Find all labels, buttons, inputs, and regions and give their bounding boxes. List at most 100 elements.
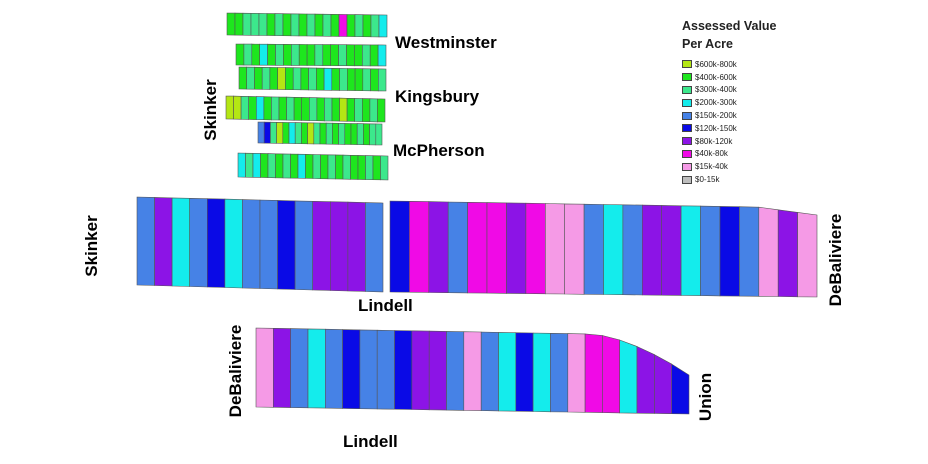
parcel — [350, 123, 358, 145]
parcel — [263, 96, 272, 121]
parcel — [308, 67, 317, 91]
parcel — [250, 12, 260, 36]
parcel — [286, 96, 295, 121]
legend-swatch — [682, 111, 692, 120]
parcel — [327, 154, 336, 180]
legend-item: $200k-300k — [682, 96, 802, 109]
parcel — [297, 153, 306, 179]
parcel — [636, 346, 655, 414]
parcel — [332, 122, 339, 145]
parcel — [294, 122, 302, 145]
legend-list: $600k-800k $400k-600k $300k-400k $200k-3… — [682, 58, 802, 186]
legend-item: $400k-600k — [682, 71, 802, 84]
parcel — [330, 44, 339, 67]
legend-label: $40k-80k — [695, 149, 728, 159]
legend-swatch — [682, 162, 692, 171]
parcel — [372, 155, 381, 181]
legend-title-line2: Per Acre — [682, 37, 733, 51]
parcel — [362, 14, 372, 38]
parcel — [331, 67, 340, 91]
north-block-5 — [257, 121, 383, 146]
parcel — [225, 95, 234, 120]
parcel — [619, 339, 638, 414]
lindell-block-west — [136, 196, 384, 293]
parcel — [307, 328, 326, 409]
parcel — [394, 330, 413, 410]
parcel — [550, 332, 569, 413]
parcel — [480, 331, 499, 412]
parcel — [356, 123, 364, 146]
parcel — [758, 206, 779, 297]
parcel — [354, 14, 364, 38]
parcel — [224, 198, 243, 289]
parcel — [506, 202, 527, 294]
parcel — [583, 203, 604, 295]
lindell-block-south — [255, 327, 690, 415]
parcel — [261, 66, 271, 90]
parcel — [260, 153, 269, 178]
parcel — [700, 205, 721, 297]
parcel — [369, 44, 379, 67]
parcel — [463, 331, 482, 411]
parcel — [346, 14, 356, 37]
legend-label: $120k-150k — [695, 123, 737, 133]
parcel — [654, 354, 673, 415]
parcel — [298, 44, 308, 66]
parcel — [342, 154, 351, 180]
parcel — [251, 43, 261, 66]
legend-item: $600k-800k — [682, 58, 802, 71]
parcel — [377, 68, 387, 92]
parcel — [339, 68, 348, 91]
parcel — [377, 44, 387, 67]
legend-title-line1: Assessed Value — [682, 19, 777, 33]
parcel — [409, 200, 430, 293]
parcel — [154, 197, 173, 287]
parcel — [269, 67, 279, 90]
parcel — [292, 67, 302, 91]
parcel — [363, 123, 370, 146]
parcel — [370, 14, 380, 38]
legend-swatch — [682, 85, 692, 94]
parcel — [331, 97, 340, 122]
parcel — [207, 198, 226, 288]
legend-swatch — [682, 137, 692, 146]
parcel — [324, 97, 333, 122]
parcel — [271, 96, 280, 121]
parcel — [365, 155, 374, 181]
parcel — [237, 152, 246, 178]
north-block-4 — [225, 95, 386, 123]
parcel — [293, 96, 303, 121]
parcel — [354, 44, 363, 67]
parcel — [301, 97, 310, 121]
parcel — [301, 122, 308, 145]
parcel — [267, 153, 276, 179]
parcel — [171, 197, 190, 287]
parcel — [369, 123, 377, 146]
street-label-kingsbury: Kingsbury — [395, 87, 480, 106]
parcel — [447, 201, 468, 294]
street-label-mcpherson: McPherson — [393, 141, 485, 160]
parcel — [306, 44, 316, 66]
street-label-skinker-top: Skinker — [201, 79, 220, 141]
parcel — [739, 206, 760, 297]
parcel — [300, 67, 309, 91]
parcel — [377, 98, 386, 123]
parcel — [263, 121, 271, 144]
legend-swatch — [682, 98, 692, 107]
parcel — [275, 43, 284, 66]
parcel — [226, 12, 236, 36]
north-block-6 — [237, 152, 389, 181]
parcel — [797, 212, 818, 298]
parcel — [680, 205, 701, 296]
parcel — [515, 332, 534, 412]
parcel — [411, 330, 430, 411]
parcel — [298, 13, 308, 37]
parcel — [252, 152, 261, 178]
legend-item: $0-15k — [682, 173, 802, 186]
parcel — [313, 122, 321, 145]
parcel — [314, 13, 324, 37]
parcel — [277, 200, 296, 290]
parcel — [544, 203, 566, 295]
parcel — [233, 95, 242, 120]
parcel — [777, 209, 798, 298]
